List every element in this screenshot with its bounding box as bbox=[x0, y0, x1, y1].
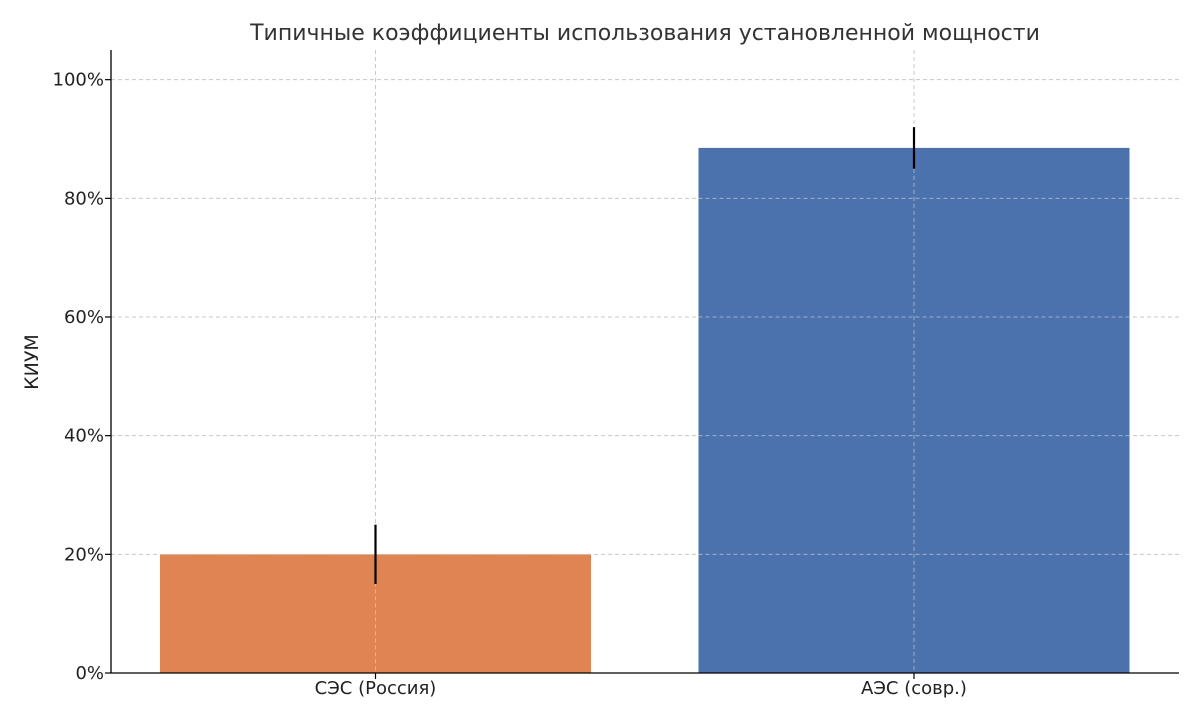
x-tick-label: СЭС (Россия) bbox=[315, 678, 437, 699]
error-bars bbox=[374, 127, 916, 584]
y-tick-label: 80% bbox=[64, 188, 104, 209]
y-tick-label: 60% bbox=[64, 307, 104, 328]
bars bbox=[160, 147, 1130, 673]
x-tick-label: АЭС (совр.) bbox=[861, 678, 967, 699]
y-tick-label: 40% bbox=[64, 426, 104, 447]
y-tick-label: 100% bbox=[53, 70, 104, 91]
axes bbox=[105, 50, 1179, 679]
x-tick-labels: СЭС (Россия) АЭС (совр.) bbox=[315, 678, 967, 699]
y-tick-label: 20% bbox=[64, 544, 104, 565]
y-tick-label: 0% bbox=[75, 663, 104, 684]
chart-title: Типичные коэффициенты использования уста… bbox=[249, 21, 1040, 46]
y-tick-labels: 0% 20% 40% 60% 80% 100% bbox=[53, 70, 104, 684]
y-axis-label: КИУМ bbox=[21, 334, 43, 390]
